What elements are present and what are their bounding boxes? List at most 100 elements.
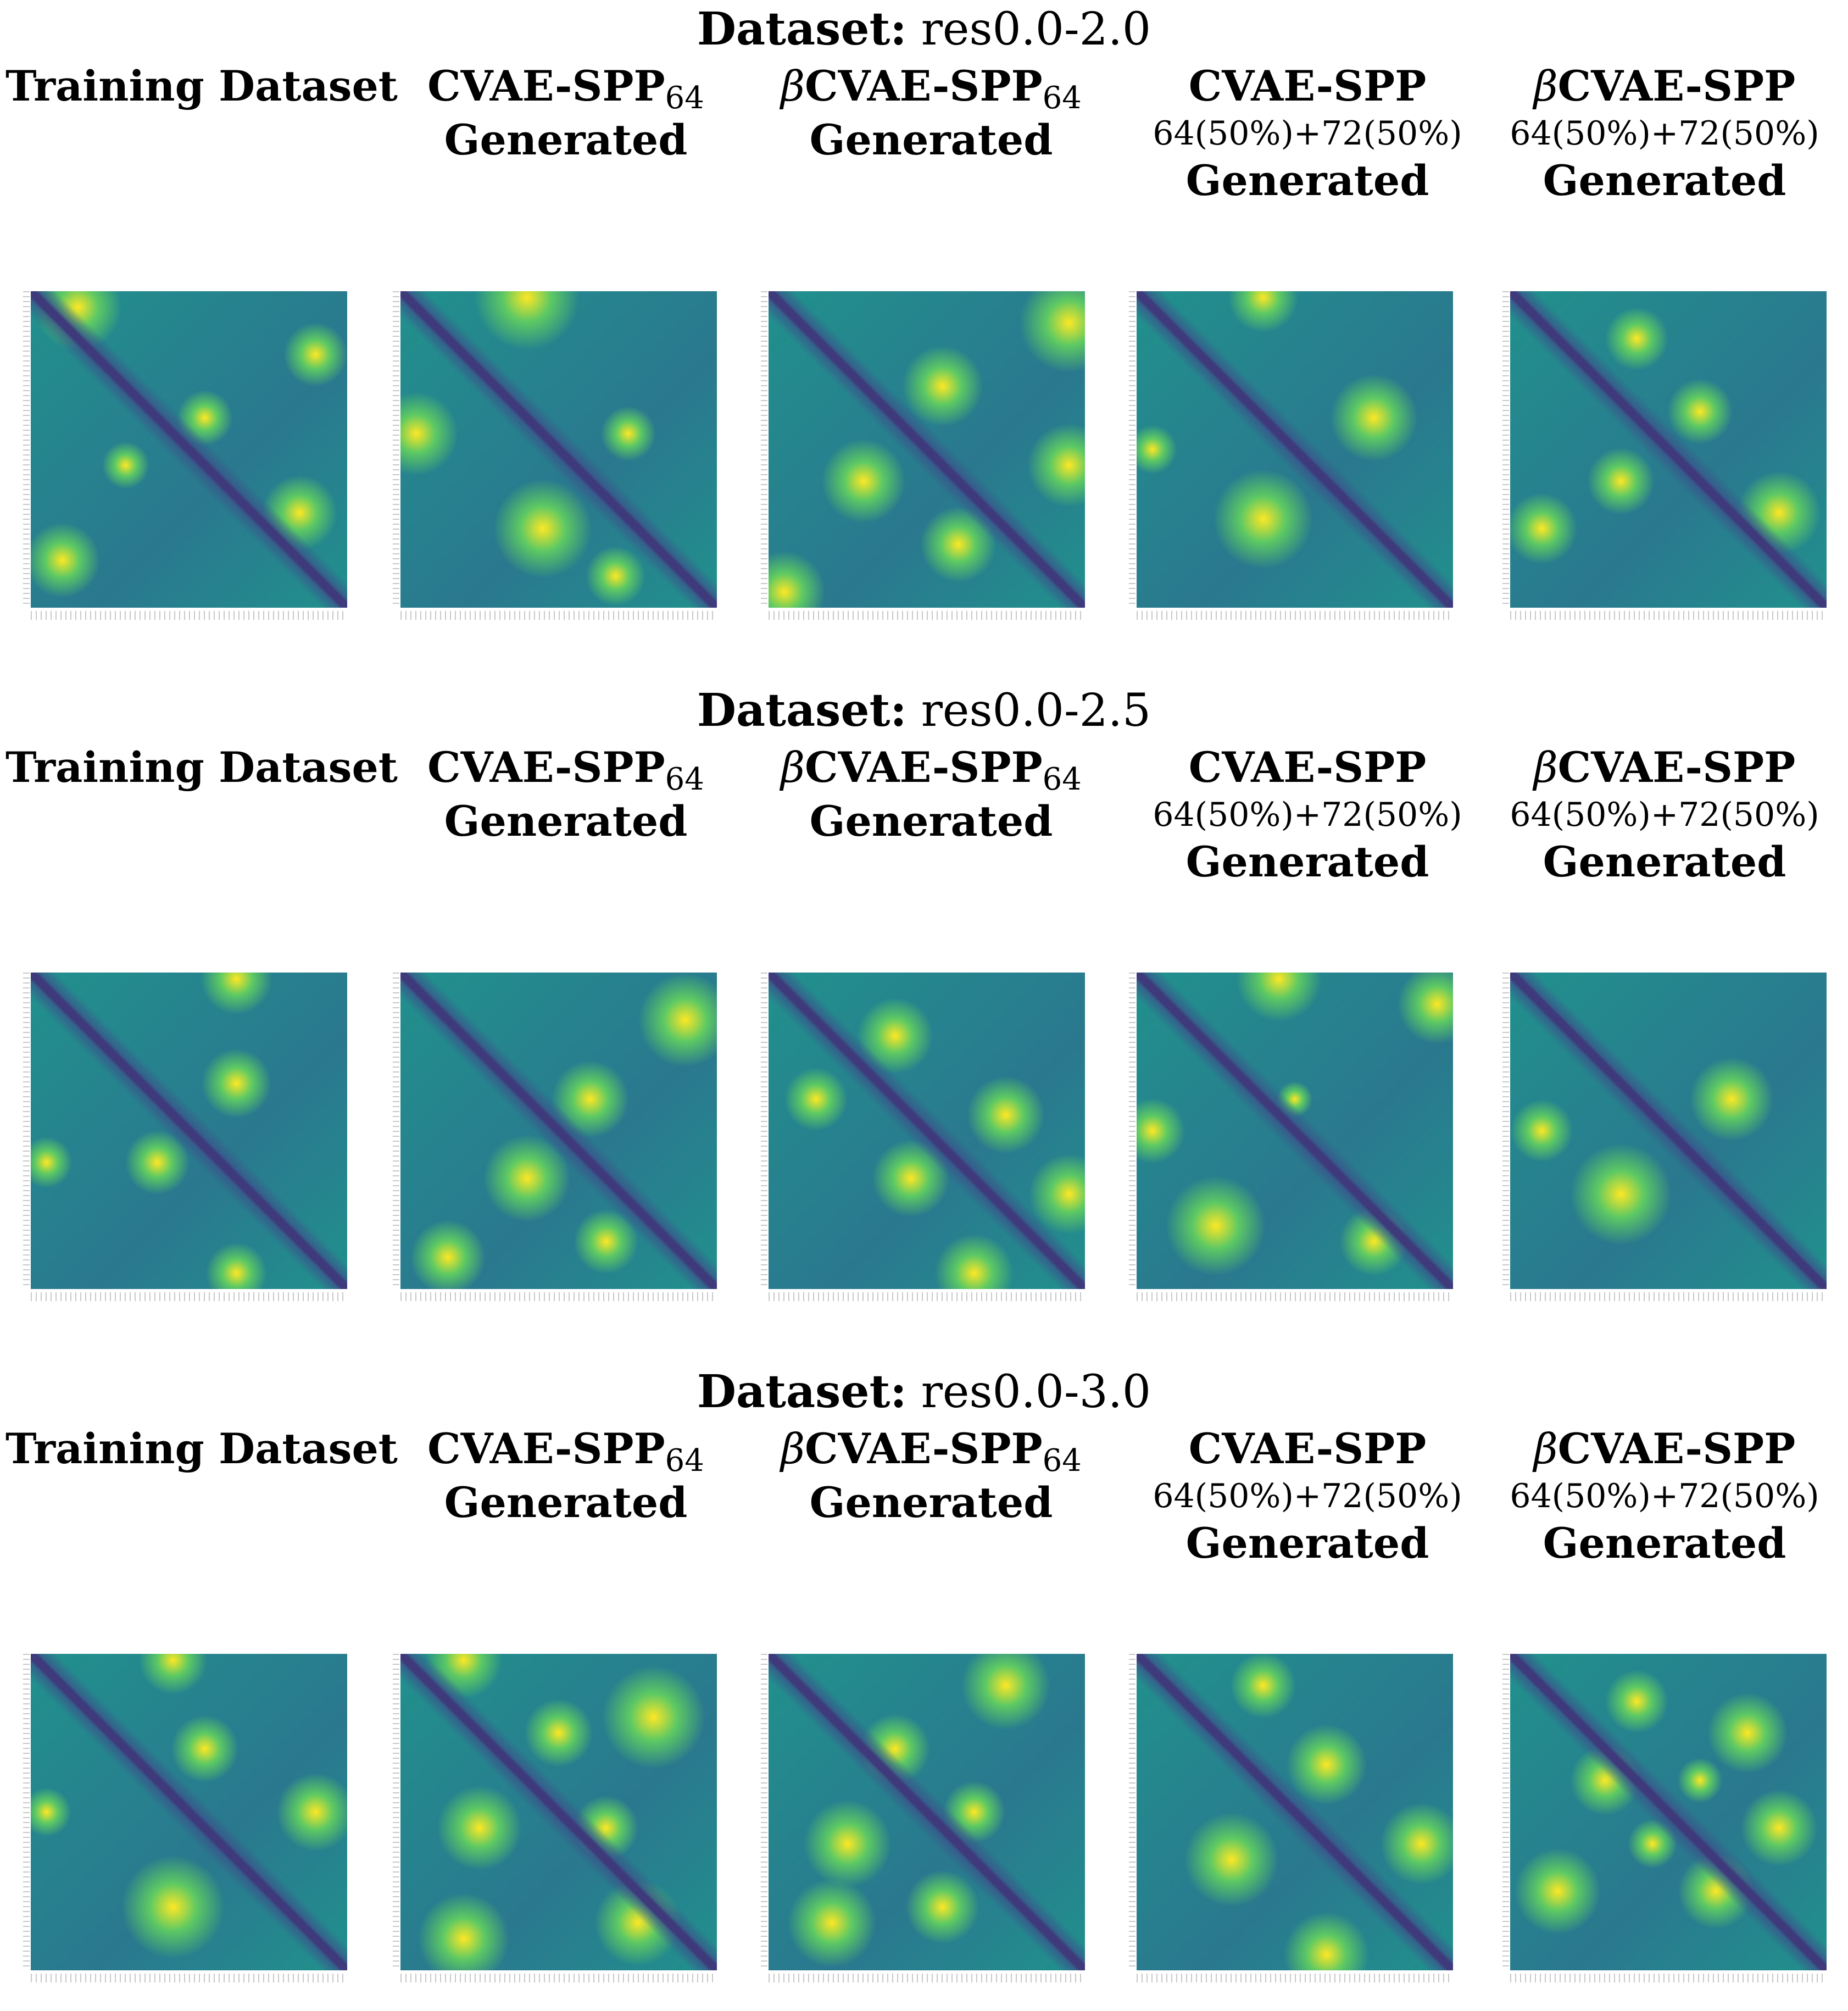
x-axis-ticks bbox=[31, 1974, 347, 1982]
x-axis-ticks bbox=[769, 1292, 1085, 1301]
method-name: Training Dataset bbox=[5, 1424, 398, 1473]
method-subscript: 64 bbox=[1042, 80, 1082, 116]
x-axis-ticks bbox=[31, 611, 347, 620]
generated-label: Generated bbox=[809, 1478, 1053, 1527]
distance-map-panel bbox=[1129, 973, 1453, 1324]
distance-map-panel bbox=[23, 291, 347, 643]
distance-map-panel bbox=[1502, 1654, 1827, 2006]
method-name: CVAE-SPP bbox=[427, 743, 665, 792]
distance-map-panel bbox=[393, 1654, 717, 2006]
y-axis-ticks bbox=[1129, 973, 1135, 1289]
column-header: βCVAE-SPP64 Generated bbox=[750, 741, 1112, 848]
x-axis-ticks bbox=[400, 1292, 717, 1301]
generated-label: Generated bbox=[444, 1478, 688, 1527]
distance-map-heatmap bbox=[1137, 973, 1453, 1289]
column-header: Training Dataset bbox=[5, 1422, 398, 1476]
method-title: βCVAE-SPP bbox=[1483, 741, 1846, 795]
x-axis-ticks bbox=[1137, 1974, 1453, 1982]
distance-map-heatmap bbox=[31, 1654, 347, 1970]
mix-ratio: 64(50%)+72(50%) bbox=[1153, 796, 1462, 834]
method-title: βCVAE-SPP bbox=[1483, 1422, 1846, 1476]
method-name: CVAE-SPP bbox=[1188, 1424, 1427, 1473]
distance-map-panel bbox=[393, 291, 717, 643]
dataset-label: Dataset: bbox=[697, 1365, 907, 1418]
column-header: CVAE-SPP64 Generated bbox=[385, 741, 747, 848]
method-subscript: 64 bbox=[665, 1443, 704, 1479]
distance-map-panel bbox=[1129, 1654, 1453, 2006]
method-name: βCVAE-SPP bbox=[781, 743, 1043, 792]
distance-map-heatmap bbox=[1510, 1654, 1827, 1970]
distance-map-heatmap bbox=[400, 973, 717, 1289]
dataset-value: res0.0-2.5 bbox=[921, 685, 1151, 737]
y-axis-ticks bbox=[23, 291, 30, 608]
column-header: βCVAE-SPP64 Generated bbox=[750, 1422, 1112, 1530]
column-header: CVAE-SPP64 Generated bbox=[385, 59, 747, 167]
mix-ratio: 64(50%)+72(50%) bbox=[1153, 114, 1462, 153]
dataset-value: res0.0-2.0 bbox=[921, 3, 1151, 55]
y-axis-ticks bbox=[393, 1654, 399, 1970]
distance-map-panel bbox=[761, 291, 1085, 643]
column-header: CVAE-SPP 64(50%)+72(50%) Generated bbox=[1126, 59, 1489, 208]
method-title: βCVAE-SPP64 bbox=[750, 59, 1112, 116]
method-title: βCVAE-SPP64 bbox=[750, 741, 1112, 795]
x-axis-ticks bbox=[1510, 1974, 1827, 1982]
method-title: CVAE-SPP64 bbox=[385, 741, 747, 795]
x-axis-ticks bbox=[400, 1974, 717, 1982]
generated-label: Generated bbox=[1185, 156, 1429, 205]
x-axis-ticks bbox=[769, 611, 1085, 620]
distance-map-heatmap bbox=[400, 291, 717, 608]
distance-map-panel bbox=[23, 973, 347, 1324]
figure-section: Dataset: res0.0-3.0 Training Dataset CVAE-… bbox=[0, 1363, 1848, 2011]
distance-map-panel bbox=[761, 973, 1085, 1324]
method-title: Training Dataset bbox=[5, 59, 398, 113]
method-name: βCVAE-SPP bbox=[1533, 62, 1796, 110]
method-name: CVAE-SPP bbox=[427, 1424, 665, 1473]
column-header: CVAE-SPP64 Generated bbox=[385, 1422, 747, 1530]
y-axis-ticks bbox=[1502, 1654, 1509, 1970]
distance-map-heatmap bbox=[31, 291, 347, 608]
generated-label: Generated bbox=[444, 115, 688, 164]
generated-label: Generated bbox=[1543, 156, 1786, 205]
y-axis-ticks bbox=[23, 973, 30, 1289]
distance-map-heatmap bbox=[1137, 1654, 1453, 1970]
distance-map-heatmap bbox=[31, 973, 347, 1289]
mix-ratio: 64(50%)+72(50%) bbox=[1153, 1477, 1462, 1515]
method-title: CVAE-SPP64 bbox=[385, 59, 747, 114]
generated-label: Generated bbox=[1185, 837, 1429, 886]
distance-map-panel bbox=[761, 1654, 1085, 2006]
distance-map-heatmap bbox=[1137, 291, 1453, 608]
y-axis-ticks bbox=[1129, 1654, 1135, 1970]
method-title: CVAE-SPP64 bbox=[385, 1422, 747, 1476]
method-name: Training Dataset bbox=[5, 743, 398, 792]
generated-label: Generated bbox=[444, 797, 688, 846]
x-axis-ticks bbox=[400, 611, 717, 620]
distance-map-heatmap bbox=[769, 973, 1085, 1289]
method-title: CVAE-SPP bbox=[1126, 741, 1489, 795]
distance-map-panel bbox=[1502, 973, 1827, 1324]
mix-ratio: 64(50%)+72(50%) bbox=[1510, 796, 1819, 834]
y-axis-ticks bbox=[23, 1654, 30, 1970]
y-axis-ticks bbox=[761, 1654, 767, 1970]
distance-map-heatmap bbox=[769, 1654, 1085, 1970]
generated-label: Generated bbox=[809, 115, 1053, 164]
x-axis-ticks bbox=[769, 1974, 1085, 1982]
method-subscript: 64 bbox=[1042, 1443, 1082, 1479]
mix-ratio: 64(50%)+72(50%) bbox=[1510, 114, 1819, 153]
y-axis-ticks bbox=[761, 291, 767, 608]
method-title: CVAE-SPP bbox=[1126, 59, 1489, 113]
y-axis-ticks bbox=[393, 291, 399, 608]
column-header: CVAE-SPP 64(50%)+72(50%) Generated bbox=[1126, 1422, 1489, 1570]
column-header: βCVAE-SPP 64(50%)+72(50%) Generated bbox=[1483, 1422, 1846, 1570]
method-subscript: 64 bbox=[1042, 762, 1082, 797]
generated-label: Generated bbox=[1543, 1519, 1786, 1568]
y-axis-ticks bbox=[1502, 973, 1509, 1289]
distance-map-panel bbox=[393, 973, 717, 1324]
x-axis-ticks bbox=[31, 1292, 347, 1301]
column-header: βCVAE-SPP 64(50%)+72(50%) Generated bbox=[1483, 741, 1846, 889]
method-subscript: 64 bbox=[665, 762, 704, 797]
method-name: CVAE-SPP bbox=[1188, 62, 1427, 110]
column-header: Training Dataset bbox=[5, 741, 398, 795]
distance-map-panel bbox=[1129, 291, 1453, 643]
column-header: βCVAE-SPP64 Generated bbox=[750, 59, 1112, 167]
column-header: βCVAE-SPP 64(50%)+72(50%) Generated bbox=[1483, 59, 1846, 208]
